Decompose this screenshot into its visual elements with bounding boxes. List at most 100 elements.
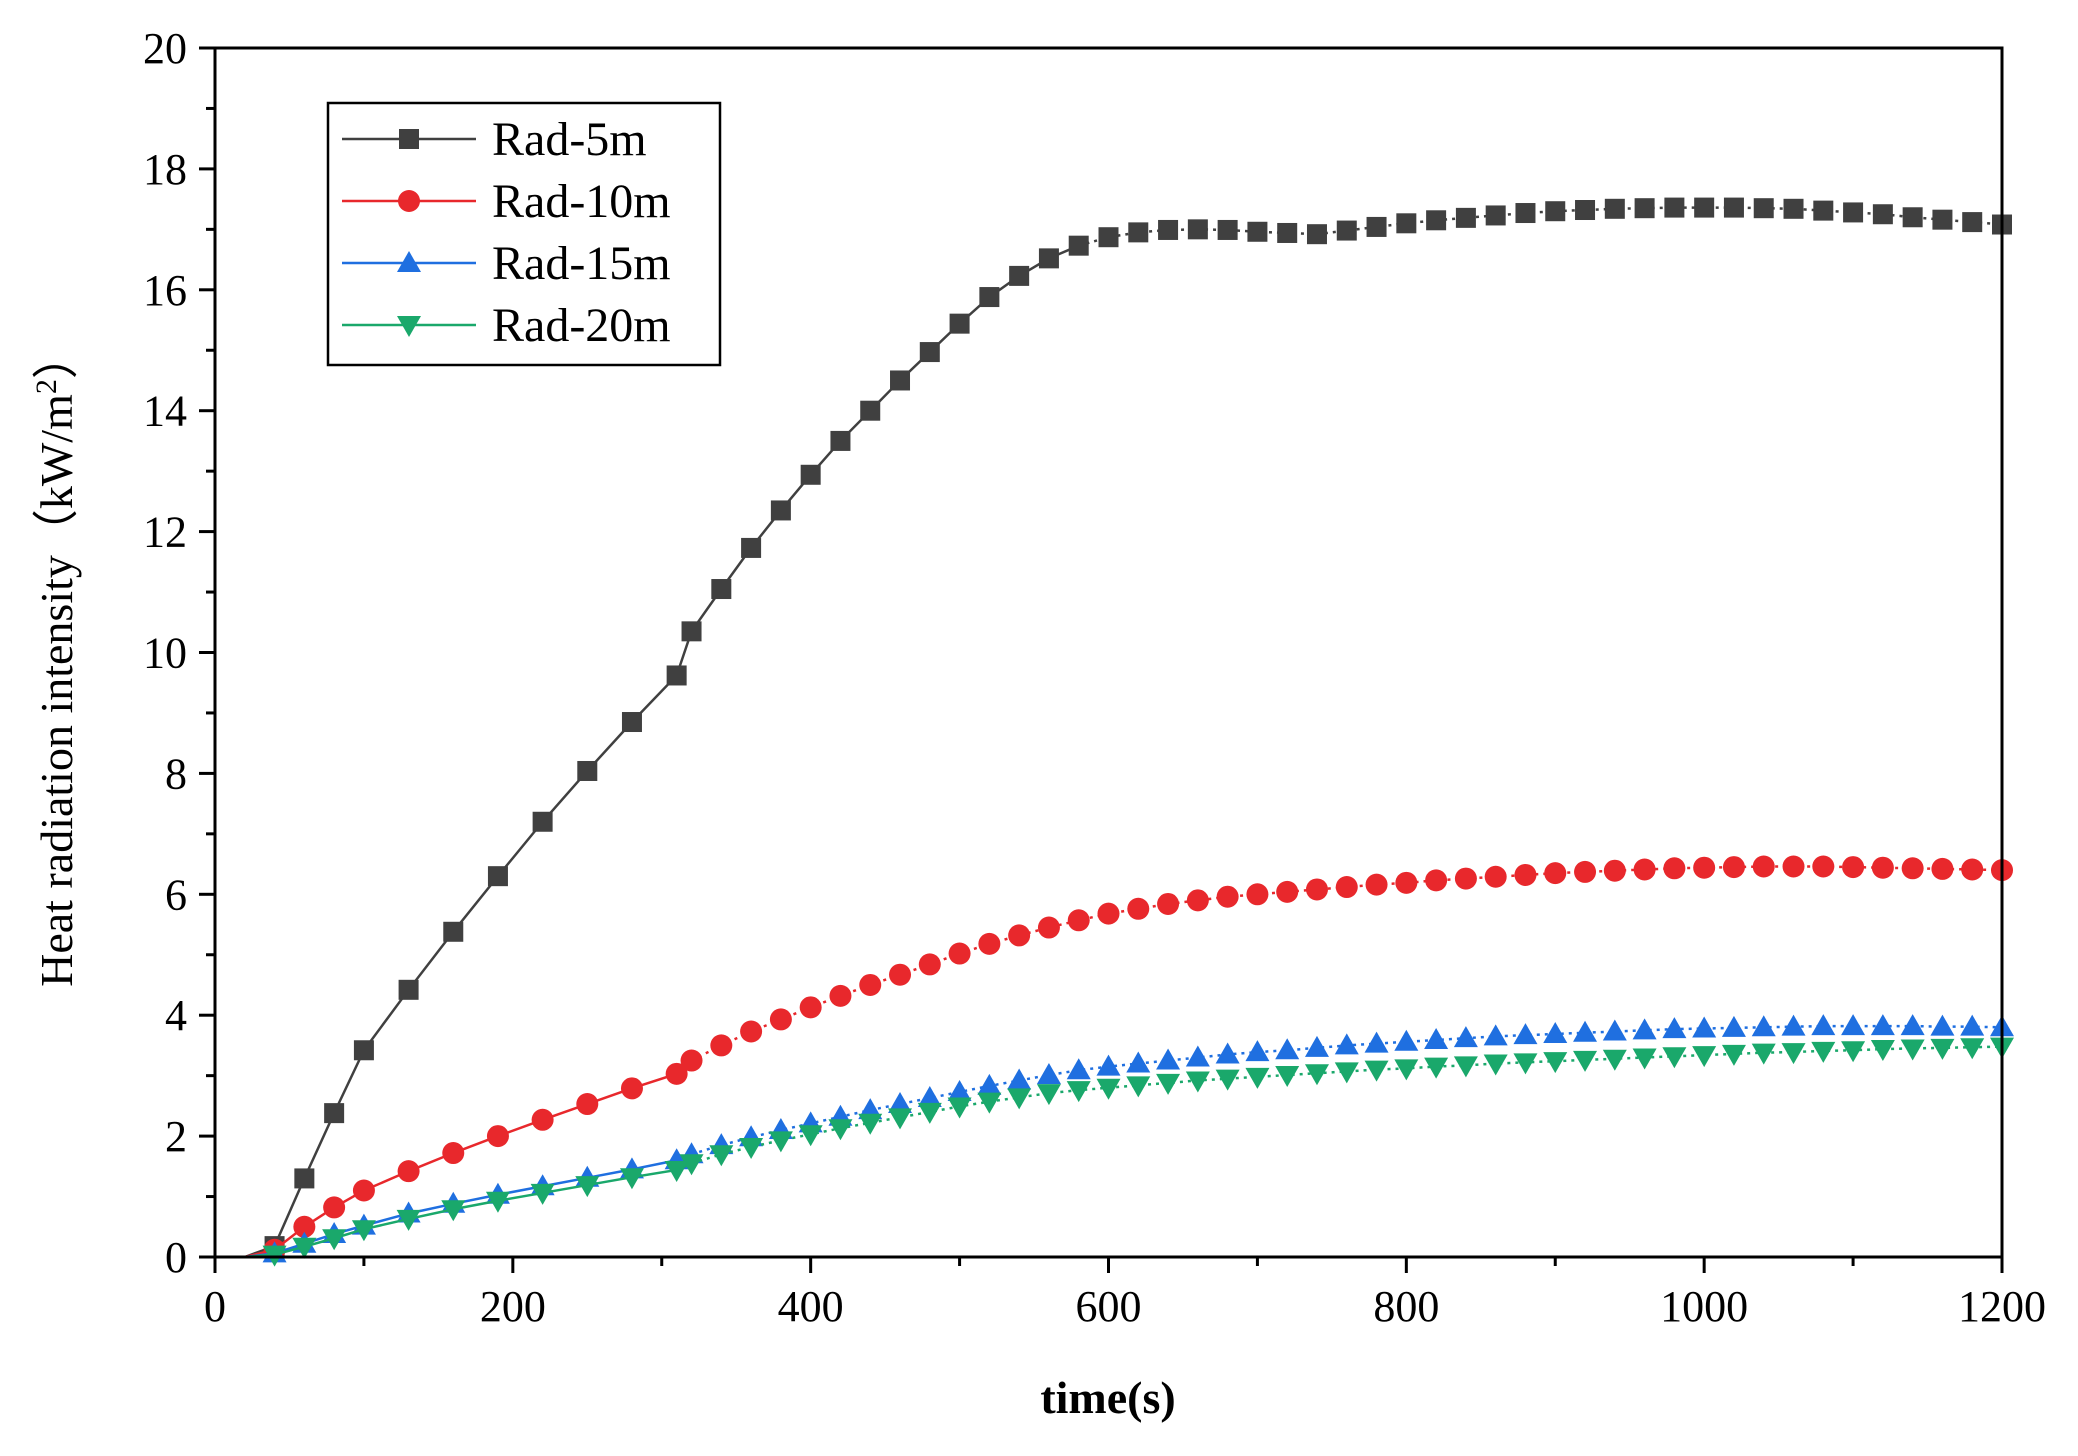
data-point [1664, 197, 1685, 218]
y-axis-title-unit-close: ） [31, 333, 82, 379]
data-point [1007, 1088, 1032, 1110]
data-point [1215, 1042, 1240, 1064]
data-point [829, 984, 852, 1007]
data-point [1663, 857, 1686, 880]
y-tick-label: 20 [143, 24, 187, 73]
data-point [530, 1183, 555, 1205]
data-point [1335, 876, 1358, 899]
data-point [292, 1237, 317, 1259]
data-point [1365, 873, 1388, 896]
data-point [1395, 871, 1418, 894]
y-axis-title: Heat radiation intensity（kW/m2） [30, 333, 83, 987]
x-tick-label: 0 [204, 1282, 226, 1331]
data-point [485, 1191, 510, 1213]
data-point [531, 1108, 554, 1131]
data-point [1336, 220, 1357, 241]
data-point [1723, 197, 1744, 218]
data-point [1096, 1078, 1121, 1100]
data-point [1811, 1014, 1836, 1036]
data-point [770, 500, 791, 521]
series-line-dotted [1078, 206, 2003, 247]
data-point [1066, 1058, 1091, 1080]
legend-item: Rad-5m [342, 113, 647, 166]
data-point [1870, 1014, 1895, 1036]
data-point [1156, 1073, 1181, 1095]
legend-label: Rad-20m [492, 299, 671, 352]
data-point [1603, 859, 1626, 882]
y-tick-label: 18 [143, 145, 187, 194]
data-point [1871, 856, 1894, 879]
data-point [1960, 1038, 1985, 1060]
data-point [979, 287, 1000, 308]
data-point [1692, 1046, 1717, 1068]
data-point [1036, 1063, 1061, 1085]
data-point [1692, 1016, 1717, 1038]
data-point [1484, 865, 1507, 888]
y-tick-label: 10 [143, 629, 187, 678]
data-point [1513, 1053, 1538, 1075]
data-point [1930, 1038, 1955, 1060]
data-point [859, 973, 882, 996]
data-point [322, 1229, 347, 1251]
data-point [1782, 855, 1805, 878]
data-point [1394, 1059, 1419, 1081]
data-point [1185, 1071, 1210, 1093]
legend-marker [399, 129, 419, 149]
data-point [1127, 897, 1150, 920]
data-point [1128, 222, 1149, 243]
legend-label: Rad-10m [492, 175, 671, 228]
data-point [1694, 197, 1715, 218]
data-point [1634, 198, 1655, 219]
data-point [1304, 1035, 1329, 1057]
data-point [1813, 200, 1834, 221]
data-point [709, 1145, 734, 1167]
data-point [487, 866, 508, 887]
data-point [1098, 227, 1119, 248]
legend-item: Rad-10m [342, 175, 671, 228]
x-tick-label: 1000 [1660, 1282, 1748, 1331]
data-point [1514, 863, 1537, 886]
data-point [664, 1160, 689, 1182]
data-point [1575, 200, 1596, 221]
data-point [1126, 1076, 1151, 1098]
data-point [740, 1020, 763, 1043]
data-point [323, 1196, 346, 1219]
y-tick-label: 8 [165, 749, 187, 798]
data-point [1573, 1050, 1598, 1072]
data-point [351, 1220, 376, 1242]
data-point [1783, 198, 1804, 219]
data-point [1574, 860, 1597, 883]
data-point [397, 1160, 420, 1183]
data-point [1187, 219, 1208, 240]
data-point [798, 1125, 823, 1147]
data-point [666, 665, 687, 686]
data-point [1394, 1029, 1419, 1051]
data-point [858, 1113, 883, 1135]
x-tick-label: 200 [480, 1282, 546, 1331]
data-point [294, 1168, 315, 1189]
data-point [1751, 1015, 1776, 1037]
data-point [948, 942, 971, 965]
data-point [1901, 857, 1924, 880]
data-point [1245, 1067, 1270, 1089]
data-point [1276, 880, 1299, 903]
y-tick-label: 0 [165, 1233, 187, 1282]
legend-marker [397, 251, 421, 272]
data-point [575, 1176, 600, 1198]
data-point [293, 1215, 316, 1238]
data-point [1722, 856, 1745, 879]
data-point [978, 932, 1001, 955]
data-point [741, 537, 762, 558]
data-point [1483, 1054, 1508, 1076]
data-point [1632, 1048, 1657, 1070]
data-point [1752, 855, 1775, 878]
data-point [1158, 219, 1179, 240]
data-point [1007, 1068, 1032, 1090]
x-tick-label: 800 [1373, 1282, 1439, 1331]
data-point [1483, 1024, 1508, 1046]
data-point [1812, 855, 1835, 878]
data-point [1544, 862, 1567, 885]
data-point [1900, 1014, 1925, 1036]
data-point [1009, 265, 1030, 286]
